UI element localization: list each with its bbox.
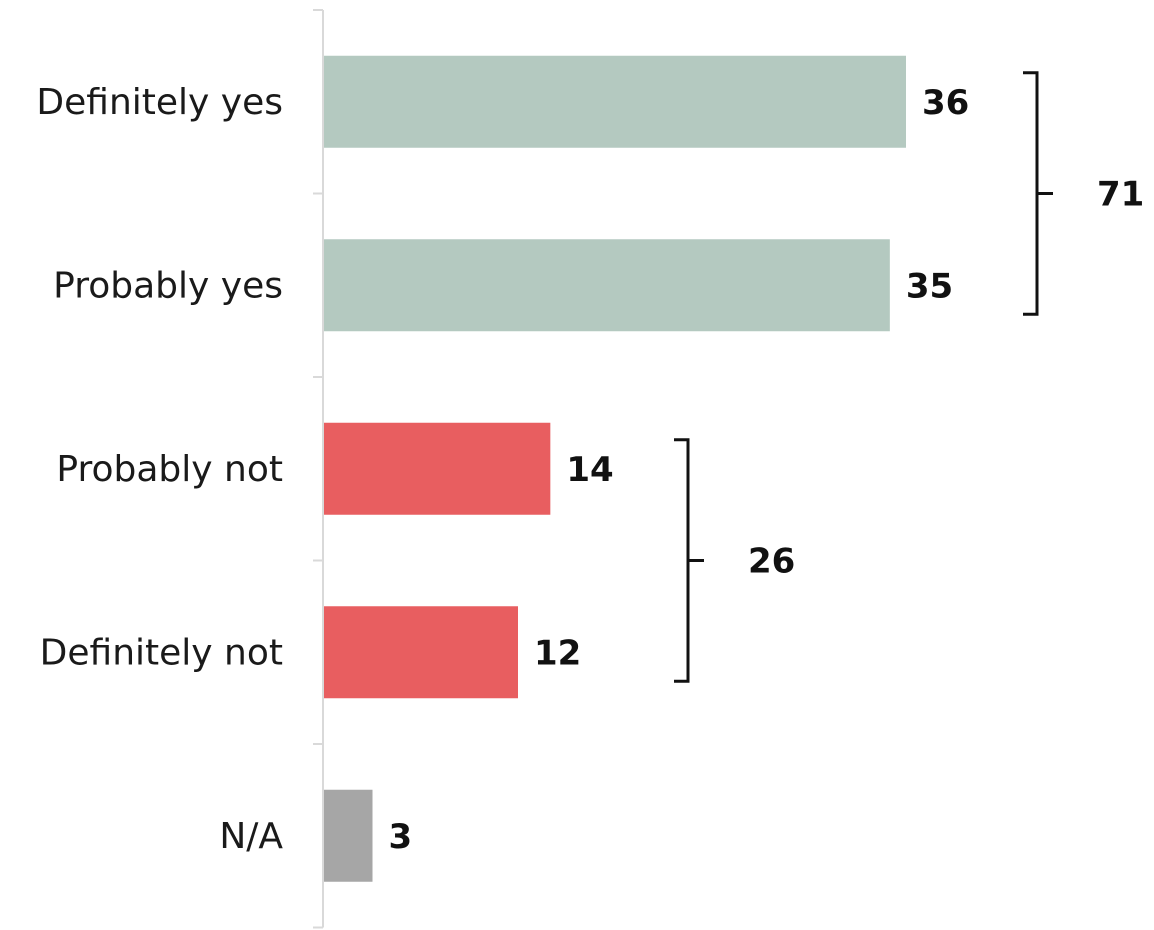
bar (324, 239, 890, 332)
bar (324, 422, 551, 515)
data-label: 3 (389, 817, 413, 857)
data-label: 14 (566, 450, 613, 490)
category-label: Definitely not (40, 632, 283, 673)
group-bracket (674, 438, 704, 683)
category-label: Definitely yes (36, 82, 283, 123)
data-label: 35 (906, 266, 953, 306)
category-label: Probably yes (53, 265, 283, 306)
category-label: N/A (219, 816, 283, 857)
bar (324, 606, 518, 699)
category-label: Probably not (56, 449, 283, 490)
group-bracket (1023, 71, 1053, 316)
bar (324, 789, 373, 882)
group-total-label: 71 (1097, 175, 1144, 215)
data-label: 36 (922, 83, 969, 123)
bar (324, 55, 906, 148)
data-label: 12 (534, 633, 581, 673)
group-total-label: 26 (748, 542, 795, 582)
